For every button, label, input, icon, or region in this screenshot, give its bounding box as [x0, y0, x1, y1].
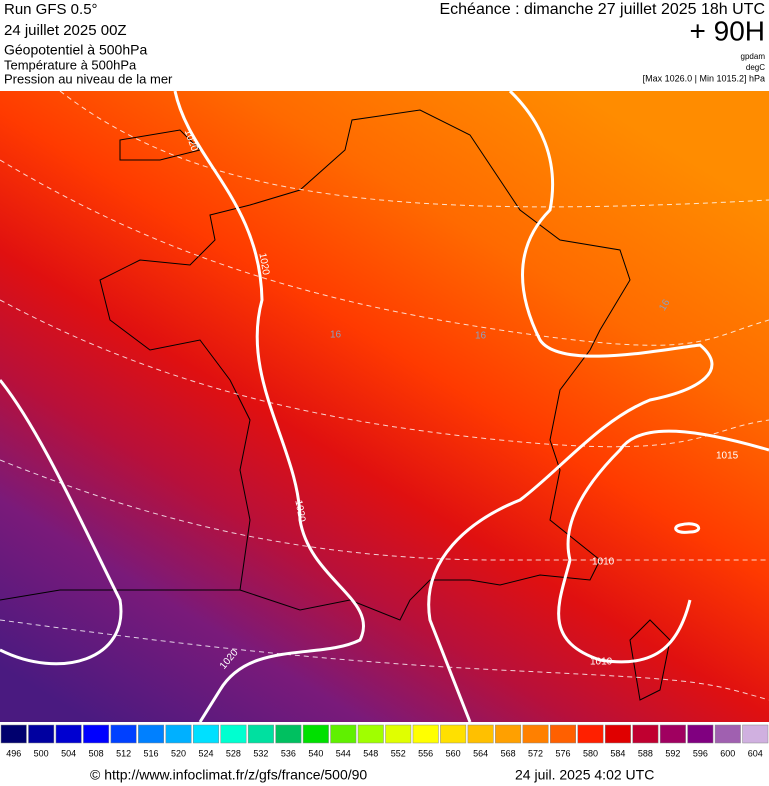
contour-label: 1010: [592, 557, 615, 568]
colorbar-label: 528: [226, 748, 241, 758]
color-swatch: [357, 724, 384, 744]
unit: gpdam: [741, 52, 766, 61]
footer: © http://www.infoclimat.fr/z/gfs/france/…: [90, 767, 654, 783]
unit: degC: [746, 63, 765, 72]
colorbar-label: 512: [116, 748, 131, 758]
color-swatch: [138, 724, 165, 744]
contour-label: 1020: [256, 252, 271, 276]
colorbar-label: 596: [693, 748, 708, 758]
color-swatch: [110, 724, 137, 744]
colorbar-label: 584: [610, 748, 625, 758]
contour-label: 1020: [292, 499, 307, 523]
colorbar-label: 580: [583, 748, 598, 758]
color-swatch: [220, 724, 247, 744]
contour-label: 16: [475, 331, 487, 342]
color-swatch: [0, 724, 27, 744]
header: Run GFS 0.5° 24 juillet 2025 00Z Géopote…: [4, 1, 765, 86]
color-swatch: [385, 724, 412, 744]
colorbar-label: 592: [665, 748, 680, 758]
colorbar-label: 572: [528, 748, 543, 758]
color-swatch: [714, 724, 741, 744]
color-swatch: [659, 724, 686, 744]
colorbar-label: 564: [473, 748, 488, 758]
color-swatch: [55, 724, 82, 744]
contour-label: 16: [330, 330, 342, 341]
colorbar-label: 548: [363, 748, 378, 758]
contour-label: 16: [657, 297, 672, 313]
color-swatch: [632, 724, 659, 744]
contour-label: 1015: [716, 451, 739, 462]
field: [0, 91, 769, 722]
color-swatch: [495, 724, 522, 744]
color-swatch: [550, 724, 576, 744]
map: 1020 1020 1020 1020 1010 1010 1015 16 16…: [0, 91, 769, 722]
contour-labels: 1020 1020 1020 1020 1010 1010 1015 16 16…: [182, 128, 739, 671]
colorbar-label: 604: [748, 748, 763, 758]
color-swatch: [247, 724, 274, 744]
colorbar-label: 508: [89, 748, 104, 758]
colorbar-label: 524: [198, 748, 213, 758]
colorbar-label: 496: [6, 748, 21, 758]
forecast-hour: + 90H: [690, 15, 766, 46]
unit: [Max 1026.0 | Min 1015.2] hPa: [643, 73, 765, 83]
colorbar-label: 504: [61, 748, 76, 758]
layer: Température à 500hPa: [4, 57, 137, 72]
coastlines: [0, 109, 671, 701]
color-swatch: [302, 724, 329, 744]
colorbar-label: 540: [308, 748, 323, 758]
color-swatch: [412, 724, 439, 744]
colorbar-label: 520: [171, 748, 186, 758]
colorbar-label: 556: [418, 748, 433, 758]
color-swatch: [193, 724, 219, 744]
colorbar-label: 536: [281, 748, 296, 758]
colorbar-label: 568: [501, 748, 516, 758]
colorbar-label: 576: [556, 748, 571, 758]
run-date: 24 juillet 2025 00Z: [4, 22, 127, 39]
color-swatch: [28, 724, 55, 744]
contour-label: 1010: [590, 657, 613, 668]
run: Run GFS 0.5°: [4, 1, 98, 18]
color-swatch: [522, 724, 549, 744]
colorbar-label: 560: [446, 748, 461, 758]
colorbar-label: 588: [638, 748, 653, 758]
colorbar-label: 532: [253, 748, 268, 758]
colorbar-label: 600: [720, 748, 735, 758]
layer: Pression au niveau de la mer: [4, 71, 173, 86]
colorbar-label: 544: [336, 748, 351, 758]
color-swatch: [742, 724, 769, 744]
isobars: [0, 91, 769, 722]
color-swatch: [83, 724, 110, 744]
colorbar-label: 516: [144, 748, 159, 758]
layer: Géopotentiel à 500hPa: [4, 42, 147, 58]
colorbar: 496 500 504 508 512 516 520 524 528 532 536 540 544 5…: [0, 724, 769, 758]
source-url: © http://www.infoclimat.fr/z/gfs/france/…: [90, 767, 367, 783]
timestamp: 24 juil. 2025 4:02 UTC: [515, 767, 654, 783]
color-swatch: [165, 724, 192, 744]
colorbar-label: 552: [391, 748, 406, 758]
colorbar-label: 500: [34, 748, 49, 758]
color-swatch: [577, 724, 604, 744]
color-swatch: [275, 724, 302, 744]
color-swatch: [330, 724, 357, 744]
color-swatch: [604, 724, 631, 744]
echeance: Echéance : dimanche 27 juillet 2025 18h …: [439, 1, 765, 18]
color-swatch: [467, 724, 494, 744]
color-swatch: [440, 724, 467, 744]
color-swatch: [687, 724, 714, 744]
